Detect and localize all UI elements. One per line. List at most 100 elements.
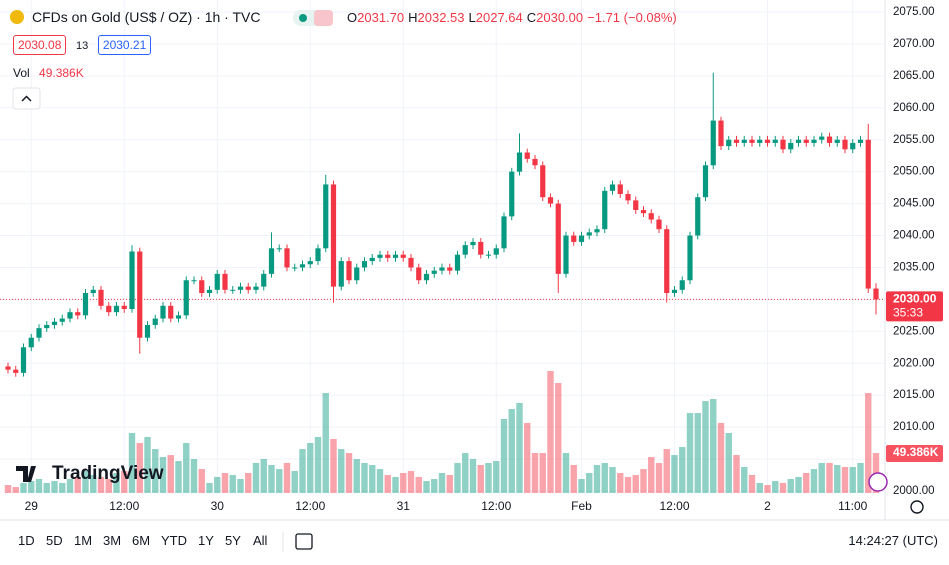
candle-body — [617, 184, 623, 195]
volume-bar — [66, 478, 74, 493]
volume-bar — [221, 473, 229, 493]
candle-body — [485, 254, 492, 256]
volume-bar — [268, 464, 275, 493]
candle-body — [540, 165, 546, 198]
volume-bar — [617, 473, 624, 493]
volume-value: 49.386K — [39, 66, 84, 80]
replay-button[interactable] — [868, 472, 888, 492]
candle-body — [671, 289, 678, 294]
candle-body — [609, 184, 616, 191]
collapse-button[interactable] — [12, 87, 41, 110]
candle-body — [106, 305, 112, 313]
volume-bar — [415, 476, 422, 493]
candles — [5, 72, 879, 377]
candle-body — [780, 139, 786, 150]
volume-bar — [655, 462, 663, 493]
volume-bar — [353, 458, 360, 493]
volume-bar — [493, 461, 500, 493]
volume-bar — [694, 413, 701, 493]
date-range-icon[interactable] — [295, 533, 313, 550]
ohlc-key: H — [408, 10, 418, 25]
candle-body — [571, 235, 577, 242]
candle-body — [152, 318, 158, 325]
volume-bar — [717, 422, 725, 493]
volume-bar — [469, 458, 477, 493]
candle-body — [59, 318, 65, 322]
candle-body — [547, 197, 554, 204]
candle-body — [222, 273, 228, 290]
volume-bar — [593, 464, 601, 493]
volume-bar — [741, 467, 748, 493]
bid: 2030.08 — [13, 35, 67, 55]
volume-bar — [144, 436, 151, 493]
interval-button[interactable]: 1D — [18, 533, 35, 548]
interval-button[interactable]: 1M — [74, 533, 93, 548]
countdown: 35:33 — [893, 306, 923, 320]
settings-icon[interactable] — [910, 500, 924, 514]
volume-bar — [190, 458, 198, 493]
candle-body — [811, 139, 817, 143]
volume-bar — [252, 462, 260, 493]
volume-bar — [4, 484, 12, 493]
interval-button[interactable]: 5D — [46, 533, 63, 548]
interval-button[interactable]: 1Y — [198, 533, 214, 548]
volume-bar — [562, 453, 570, 493]
candle-body — [98, 289, 104, 306]
candle-body — [594, 229, 600, 233]
volume-bar — [648, 456, 655, 493]
volume-bar — [175, 461, 182, 493]
candle-body — [137, 251, 143, 338]
candle-body — [710, 120, 716, 166]
candle-body — [90, 289, 96, 294]
candle-body — [788, 142, 794, 150]
x-tick-label: Feb — [571, 499, 592, 513]
interval-button[interactable]: All — [253, 533, 268, 548]
candle-body — [873, 288, 879, 300]
candle-body — [803, 139, 809, 143]
volume-bar — [299, 449, 306, 493]
x-tick-label: 12:00 — [659, 499, 689, 513]
candle-body — [315, 248, 321, 262]
volume-bar — [803, 473, 810, 493]
candle-body — [400, 254, 406, 258]
volume-bar — [237, 478, 244, 493]
volume-bar — [183, 442, 190, 493]
volume-bar — [477, 464, 484, 493]
x-tick-label: 30 — [211, 499, 225, 513]
interval-button[interactable]: 3M — [103, 533, 122, 548]
volume-bar — [384, 475, 391, 493]
candle-body — [13, 369, 19, 373]
y-tick-label: 2075.00 — [893, 6, 935, 18]
candle-body — [44, 324, 50, 329]
volume-bar — [454, 462, 461, 493]
candle-body — [268, 248, 275, 274]
x-tick-label: 2 — [764, 499, 771, 513]
volume-bar — [361, 462, 368, 493]
y-tick-label: 2060.00 — [893, 102, 935, 114]
candle-body — [702, 165, 709, 198]
volume-bar — [764, 484, 771, 493]
volume-bar — [322, 393, 329, 493]
interval-button[interactable]: 5Y — [225, 533, 241, 548]
candle-body — [261, 273, 267, 287]
volume-bar — [516, 402, 523, 493]
volume-bar — [818, 462, 825, 493]
volume-bar — [555, 382, 562, 493]
volume-bar — [438, 473, 446, 493]
interval-button[interactable]: 6M — [132, 533, 151, 548]
candle-body — [462, 245, 468, 255]
candle-body — [346, 261, 352, 281]
grid — [0, 0, 885, 493]
candle-body — [439, 267, 445, 271]
volume-bar — [35, 478, 43, 493]
volume-bar — [51, 481, 58, 493]
candle-body — [764, 139, 771, 143]
volume-bar — [330, 439, 337, 493]
ohlc-value: 2032.53 — [417, 10, 465, 25]
volume-bar — [260, 458, 267, 493]
interval-button[interactable]: YTD — [161, 533, 187, 548]
candle-body — [354, 267, 360, 281]
volume-bar — [524, 422, 531, 493]
y-tick-label: 2010.00 — [893, 421, 935, 433]
